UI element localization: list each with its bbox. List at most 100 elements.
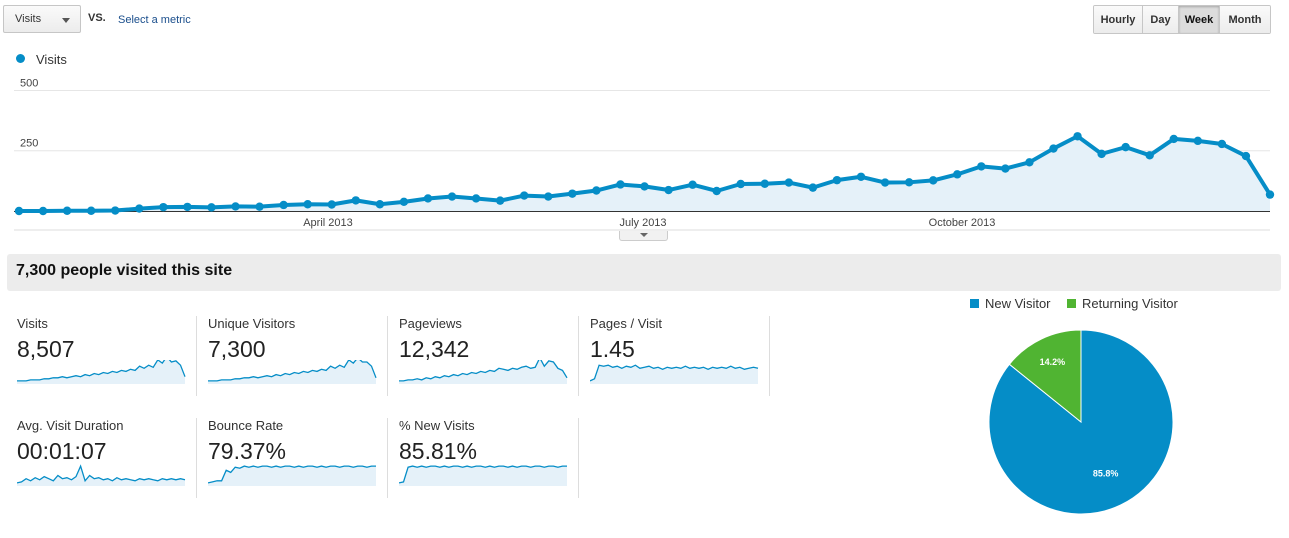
visits-data-point[interactable]	[255, 202, 264, 211]
visits-data-point[interactable]	[279, 200, 288, 210]
metric-label: Bounce Rate	[208, 418, 284, 433]
sparkline-fill	[399, 466, 567, 486]
visits-data-point[interactable]	[135, 204, 144, 213]
metric-label: Unique Visitors	[208, 316, 296, 331]
chevron-down-icon	[62, 18, 70, 23]
visits-data-point[interactable]	[736, 179, 745, 189]
visits-data-point[interactable]	[1169, 134, 1178, 144]
sparkline-line	[399, 465, 567, 484]
visits-data-point[interactable]	[928, 176, 938, 185]
visits-data-point[interactable]	[568, 189, 577, 198]
visits-data-point[interactable]	[856, 172, 866, 181]
visits-data-point[interactable]	[640, 182, 649, 191]
granularity-day-button[interactable]: Day	[1143, 6, 1179, 33]
visits-data-point[interactable]	[1241, 151, 1251, 161]
metric-select[interactable]: Visits	[3, 5, 81, 33]
visits-data-point[interactable]	[1193, 136, 1203, 146]
metric-tile-avg-visit-duration[interactable]: Avg. Visit Duration 00:01:07	[7, 418, 197, 500]
visits-data-point[interactable]	[327, 200, 336, 209]
visits-data-point[interactable]	[808, 183, 818, 192]
visitor-type-pie-chart[interactable]: 85.8% 14.2%	[985, 326, 1177, 518]
visits-data-point[interactable]	[904, 178, 914, 187]
vs-label: VS.	[88, 12, 106, 24]
metric-select-label: Visits	[15, 13, 42, 25]
pie-legend-new-visitor[interactable]: New Visitor	[970, 296, 1051, 311]
visits-legend-dot	[16, 54, 25, 63]
visits-data-point[interactable]	[14, 206, 24, 216]
visits-data-point[interactable]	[664, 185, 673, 195]
visits-data-point[interactable]	[1025, 158, 1034, 167]
visits-data-point[interactable]	[62, 206, 72, 215]
sparkline-line	[590, 364, 759, 382]
visits-data-point[interactable]	[592, 186, 601, 195]
visits-data-point[interactable]	[471, 194, 481, 203]
sparkline-line	[399, 360, 568, 382]
caret-down-icon	[640, 233, 648, 237]
visits-data-point[interactable]	[1049, 144, 1058, 153]
visits-data-point[interactable]	[183, 202, 192, 212]
metric-tile-pages-visit[interactable]: Pages / Visit 1.45	[580, 316, 770, 398]
metric-label: Pages / Visit	[590, 316, 663, 331]
visits-data-point[interactable]	[1097, 149, 1106, 159]
visits-data-point[interactable]	[1145, 151, 1154, 160]
metric-divider	[578, 316, 579, 396]
visits-data-point[interactable]	[495, 196, 505, 205]
visits-legend-label[interactable]: Visits	[36, 52, 67, 67]
visits-data-point[interactable]	[1217, 139, 1227, 149]
visits-data-point[interactable]	[351, 196, 361, 205]
visits-data-point[interactable]	[977, 162, 986, 171]
visits-data-point[interactable]	[544, 192, 553, 201]
visits-data-point[interactable]	[86, 206, 96, 215]
visits-data-point[interactable]	[784, 178, 794, 187]
metric-divider	[196, 418, 197, 498]
visits-data-point[interactable]	[447, 192, 457, 201]
visits-data-point[interactable]	[1265, 190, 1275, 199]
pie-legend-label: Returning Visitor	[1082, 296, 1178, 311]
sparkline-fill	[208, 466, 376, 486]
y-tick-label: 250	[20, 138, 38, 150]
metric-label: Avg. Visit Duration	[17, 418, 124, 433]
visits-data-point[interactable]	[159, 202, 168, 212]
visits-data-point[interactable]	[375, 200, 385, 209]
metric-tile-new-visits[interactable]: % New Visits 85.81%	[389, 418, 579, 500]
metric-tile-pageviews[interactable]: Pageviews 12,342	[389, 316, 579, 398]
visits-data-point[interactable]	[1073, 132, 1082, 141]
visits-data-point[interactable]	[1001, 164, 1010, 173]
metric-value: 1.45	[590, 336, 635, 362]
visits-data-point[interactable]	[1121, 142, 1130, 152]
metric-divider	[196, 316, 197, 396]
visits-data-point[interactable]	[111, 206, 120, 215]
select-metric-link[interactable]: Select a metric	[118, 14, 191, 26]
granularity-hourly-button[interactable]: Hourly	[1094, 6, 1143, 33]
visits-data-point[interactable]	[399, 197, 409, 207]
metric-divider	[387, 316, 388, 396]
granularity-week-button[interactable]: Week	[1179, 6, 1220, 33]
x-tick-label: April 2013	[303, 217, 353, 229]
visits-data-point[interactable]	[303, 200, 312, 209]
visits-data-point[interactable]	[38, 206, 48, 216]
x-tick-label: October 2013	[929, 217, 996, 229]
visits-line-chart[interactable]: 250 500 April 2013 July 2013 October 2013	[0, 70, 1289, 232]
visits-data-point[interactable]	[616, 180, 625, 189]
granularity-month-button[interactable]: Month	[1220, 6, 1270, 33]
visits-data-point[interactable]	[207, 203, 216, 212]
returning-visitor-swatch	[1067, 299, 1076, 308]
sparkline-line	[208, 465, 376, 484]
visits-data-point[interactable]	[760, 179, 769, 188]
visits-data-point[interactable]	[880, 178, 890, 187]
visits-data-point[interactable]	[520, 191, 529, 200]
pie-legend-returning-visitor[interactable]: Returning Visitor	[1067, 296, 1178, 311]
visits-data-point[interactable]	[832, 175, 842, 185]
visits-data-point[interactable]	[712, 186, 721, 196]
metric-tile-bounce-rate[interactable]: Bounce Rate 79.37%	[198, 418, 388, 500]
visits-data-point[interactable]	[423, 194, 433, 203]
chart-collapse-toggle[interactable]	[619, 231, 668, 241]
pie-slice-returning-visitor[interactable]	[1008, 329, 1082, 424]
visits-data-point[interactable]	[688, 180, 697, 189]
metric-tile-unique-visitors[interactable]: Unique Visitors 7,300	[198, 316, 388, 398]
metric-tile-visits[interactable]: Visits 8,507	[7, 316, 197, 398]
metric-divider	[578, 418, 579, 498]
visits-data-point[interactable]	[231, 202, 240, 211]
summary-bar	[7, 254, 1281, 291]
visits-data-point[interactable]	[953, 170, 962, 179]
